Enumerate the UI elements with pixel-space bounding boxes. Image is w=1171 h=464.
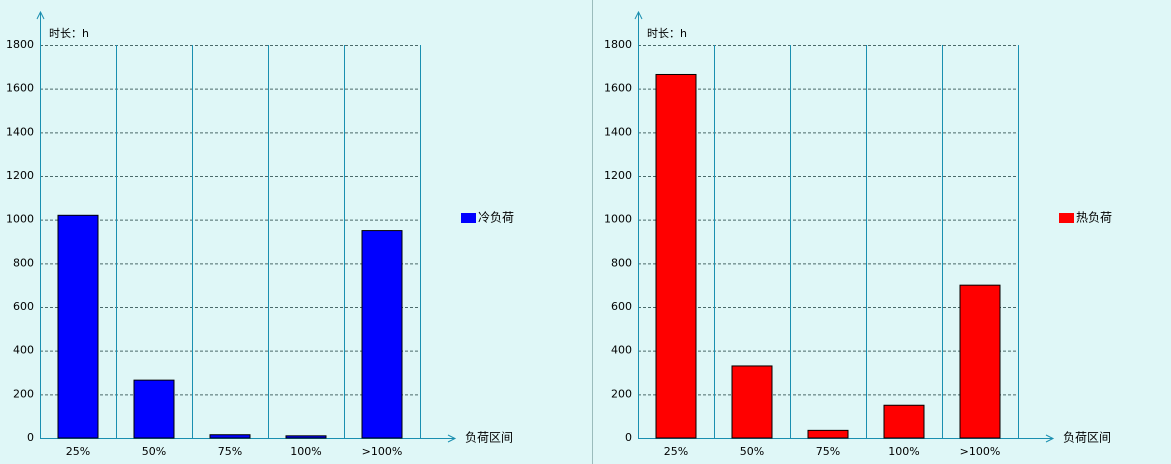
y-tick-label: 200	[611, 387, 632, 400]
x-tick-label: 100%	[290, 445, 321, 458]
x-tick-label: 25%	[664, 445, 688, 458]
bar	[807, 429, 849, 439]
x-tick-label: 100%	[888, 445, 919, 458]
bar	[883, 404, 925, 439]
y-axis-label: 时长：h	[647, 27, 687, 40]
x-tick-label: 75%	[218, 445, 242, 458]
x-axis-arrow	[447, 434, 457, 443]
y-tick-label: 400	[13, 344, 34, 357]
bar	[959, 284, 1001, 439]
y-tick-label: 1000	[604, 213, 632, 226]
y-tick-label: 0	[27, 431, 34, 444]
y-axis-arrow	[36, 10, 45, 20]
x-tick-label: 50%	[142, 445, 166, 458]
y-tick-label: 400	[611, 344, 632, 357]
x-tick-label: >100%	[960, 445, 1001, 458]
y-tick-label: 1200	[604, 169, 632, 182]
y-axis-label: 时长：h	[49, 27, 89, 40]
bar	[209, 434, 251, 439]
x-tick-label: 50%	[740, 445, 764, 458]
y-tick-label: 1000	[6, 213, 34, 226]
x-tick-label: 75%	[816, 445, 840, 458]
y-tick-label: 600	[611, 300, 632, 313]
bar	[285, 435, 327, 439]
bar	[57, 214, 99, 439]
x-axis-arrow	[1045, 434, 1055, 443]
y-tick-label: 800	[611, 256, 632, 269]
y-tick-label: 1600	[6, 82, 34, 95]
y-tick-label: 600	[13, 300, 34, 313]
bar	[361, 230, 403, 439]
x-axis-label: 负荷区间	[465, 431, 513, 445]
y-axis-arrow	[634, 10, 643, 20]
y-tick-label: 1400	[6, 125, 34, 138]
x-axis-label: 负荷区间	[1063, 431, 1111, 445]
legend-swatch	[461, 213, 476, 223]
y-tick-label: 0	[625, 431, 632, 444]
y-tick-label: 200	[13, 387, 34, 400]
y-tick-label: 1800	[604, 38, 632, 51]
bar	[655, 73, 697, 439]
y-tick-label: 1200	[6, 169, 34, 182]
x-tick-label: >100%	[362, 445, 403, 458]
x-tick-label: 25%	[66, 445, 90, 458]
legend-label: 冷负荷	[478, 211, 514, 225]
y-tick-label: 1400	[604, 125, 632, 138]
bar	[731, 365, 773, 439]
legend-label: 热负荷	[1076, 211, 1112, 225]
legend-swatch	[1059, 213, 1074, 223]
bar	[133, 379, 175, 439]
y-tick-label: 1800	[6, 38, 34, 51]
y-tick-label: 1600	[604, 82, 632, 95]
y-tick-label: 800	[13, 256, 34, 269]
